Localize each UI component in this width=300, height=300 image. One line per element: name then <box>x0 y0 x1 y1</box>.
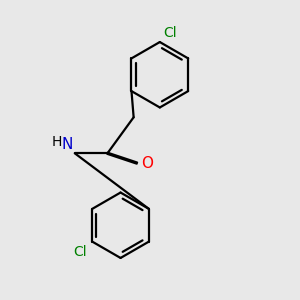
Text: O: O <box>141 156 153 171</box>
Text: N: N <box>62 136 73 152</box>
Text: Cl: Cl <box>163 26 177 40</box>
Text: Cl: Cl <box>74 245 87 259</box>
Text: H: H <box>52 135 62 149</box>
